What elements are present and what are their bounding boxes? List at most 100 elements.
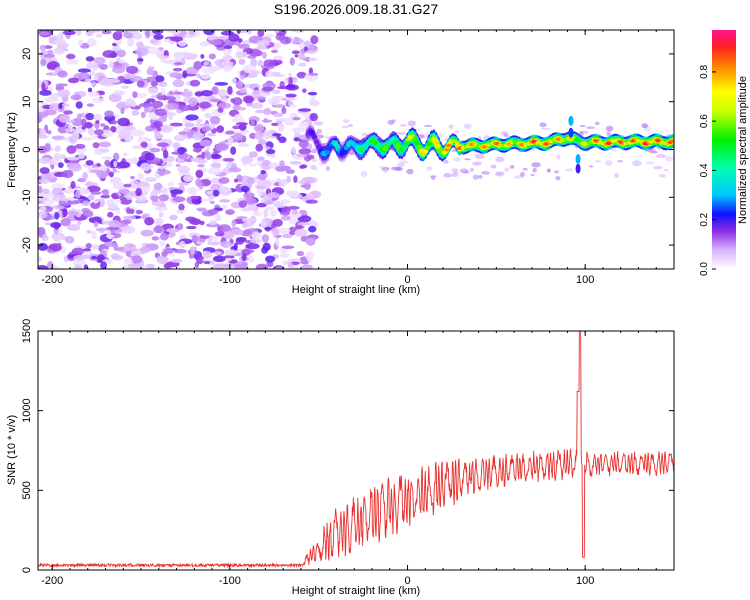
noise-blob	[162, 149, 169, 159]
noise-blob	[203, 61, 210, 65]
y-tick-label: 20	[21, 48, 33, 60]
noise-blob	[157, 95, 170, 100]
noise-blob	[101, 164, 108, 172]
spectrogram-ylabel: Frequency (Hz)	[6, 112, 18, 188]
ridge-halo-blob	[437, 133, 443, 138]
noise-blob	[160, 87, 166, 96]
noise-blob	[265, 206, 275, 211]
noise-blob	[257, 138, 267, 145]
ridge-halo-blob	[464, 158, 471, 161]
noise-blob	[192, 147, 202, 153]
ridge-halo-blob	[453, 157, 462, 162]
noise-blob	[61, 169, 74, 179]
noise-blob	[39, 31, 50, 36]
noise-blob	[298, 139, 309, 149]
noise-blob	[38, 242, 48, 251]
noise-blob	[149, 191, 158, 197]
noise-blob	[297, 222, 311, 226]
noise-blob	[189, 79, 201, 87]
noise-blob	[249, 132, 257, 139]
ridge-mark	[412, 136, 418, 142]
noise-blob	[172, 67, 183, 72]
noise-blob	[90, 201, 101, 209]
noise-blob	[132, 91, 138, 99]
ridge-halo-blob	[481, 170, 490, 175]
noise-blob	[173, 134, 186, 142]
noise-blob	[154, 217, 164, 226]
noise-blob	[240, 70, 245, 76]
noise-blob	[137, 58, 144, 62]
noise-blob	[100, 123, 106, 127]
colorbar-tick-label: 0.8	[699, 64, 710, 78]
colorbar-tick-label: 0.2	[699, 212, 710, 226]
noise-blob	[54, 152, 61, 161]
noise-blob	[281, 106, 287, 115]
noise-blob	[308, 72, 319, 76]
noise-blob	[153, 133, 164, 139]
ridge-halo-blob	[522, 167, 528, 171]
noise-blob	[294, 54, 299, 58]
noise-blob	[261, 246, 269, 254]
chart-title: S196.2026.009.18.31.G27	[274, 1, 438, 17]
noise-blob	[153, 34, 164, 40]
noise-blob	[223, 255, 235, 259]
noise-blob	[139, 162, 151, 172]
noise-blob	[308, 225, 317, 233]
noise-blob	[44, 222, 52, 226]
noise-blob	[40, 171, 52, 181]
x-tick-label: 0	[404, 274, 410, 286]
noise-blob	[145, 30, 151, 37]
snr-ylabel: SNR (10 * v/v)	[6, 415, 18, 485]
noise-blob	[298, 62, 307, 67]
ridge-halo-blob	[469, 167, 474, 173]
noise-blob	[95, 33, 103, 39]
noise-blob	[75, 101, 83, 109]
noise-blob	[291, 50, 301, 55]
noise-blob	[179, 105, 192, 111]
noise-blob	[112, 66, 126, 74]
noise-blob	[238, 58, 246, 65]
noise-blob	[262, 86, 274, 92]
noise-blob	[100, 148, 110, 153]
noise-blob	[137, 172, 145, 181]
noise-blob	[285, 169, 295, 174]
noise-blob	[137, 51, 143, 58]
ridge-halo-blob	[555, 176, 561, 181]
ridge-mark	[441, 150, 448, 155]
noise-blob	[265, 149, 276, 155]
colorbar-tick-label: 0.4	[699, 163, 710, 177]
noise-blob	[255, 263, 269, 269]
noise-blob	[74, 91, 79, 96]
ridge-mark	[424, 145, 431, 150]
noise-blob	[115, 208, 121, 215]
ridge-halo-blob	[503, 133, 509, 138]
noise-blob	[185, 216, 197, 222]
noise-blob	[275, 237, 280, 247]
noise-blob	[108, 93, 122, 103]
noise-blob	[158, 116, 167, 123]
noise-blob	[109, 177, 122, 185]
noise-blob	[250, 58, 258, 68]
noise-blob	[248, 70, 261, 75]
noise-blob	[40, 58, 47, 67]
noise-blob	[183, 127, 191, 133]
noise-blob	[169, 214, 178, 221]
noise-blob	[220, 240, 233, 248]
ridge-halo-blob	[509, 164, 515, 169]
noise-blob	[241, 217, 248, 223]
noise-blob	[281, 245, 295, 249]
noise-blob	[66, 145, 77, 154]
noise-blob	[125, 195, 133, 200]
ridge-halo-blob	[595, 160, 601, 163]
noise-blob	[250, 119, 255, 126]
ridge-halo-blob	[540, 127, 551, 130]
ridge-halo-blob	[530, 173, 535, 177]
noise-blob	[241, 253, 247, 262]
noise-blob	[209, 220, 217, 226]
noise-blob	[118, 129, 132, 139]
noise-blob	[263, 59, 275, 68]
noise-blob	[47, 49, 54, 56]
ridge-halo-blob	[474, 153, 485, 160]
noise-blob	[153, 225, 165, 234]
noise-blob	[213, 263, 228, 269]
